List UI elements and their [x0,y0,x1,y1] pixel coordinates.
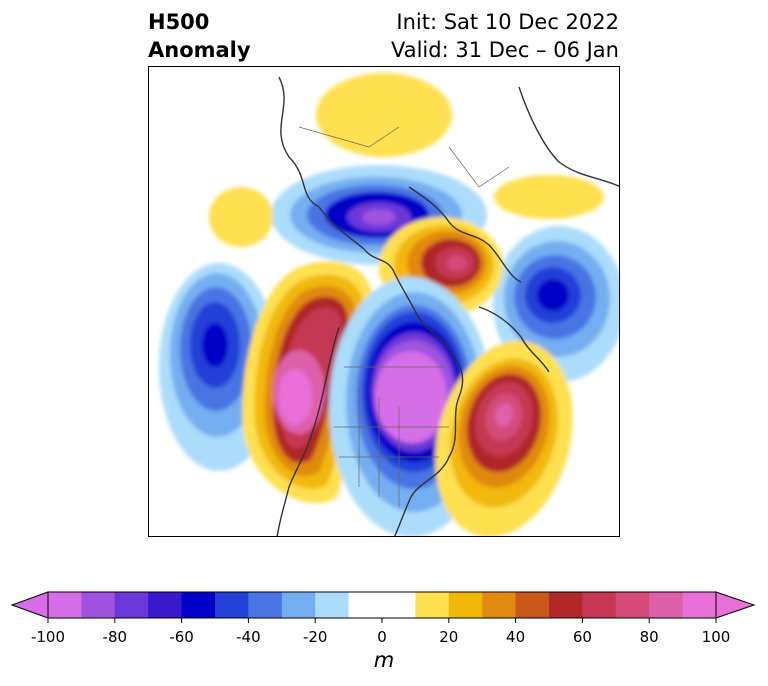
anomaly-low-north-pacific [159,263,279,471]
colorbar-segment [582,592,617,618]
colorbar-segment [315,592,350,618]
colorbar-segment [215,592,249,618]
valid-time: Valid: 31 Dec – 06 Jan [390,38,619,62]
colorbar-segment [114,592,149,618]
anomaly-high-west-coast [242,261,374,504]
anomaly-high-bering [209,187,273,247]
colorbar-segment [48,592,82,618]
colorbar-tick-label: 100 [701,628,731,646]
colorbar [10,591,756,623]
colorbar-segment [615,592,650,618]
colorbar-segment [248,592,283,618]
init-time: Init: Sat 10 Dec 2022 [396,10,619,34]
colorbar-tick-label: -100 [30,628,66,646]
colorbar-tick-label: -80 [102,628,128,646]
coastlines [276,76,619,536]
colorbar-tick-label: -20 [302,628,328,646]
colorbar-segment [81,592,116,618]
colorbar-segment [549,592,583,618]
colorbar-segment [448,592,483,618]
colorbar-segment [148,592,183,618]
colorbar-extend-max [715,591,756,619]
forecast-time-info: Init: Sat 10 Dec 2022 Valid: 31 Dec – 06… [391,8,619,64]
anomaly-high-siberia [316,73,452,157]
colorbar-segment [382,592,416,618]
anomaly-high-greenland [379,217,503,317]
colorbar-unit-label: m [373,648,395,672]
colorbar-extend-min [10,591,49,619]
colorbar-tick-label: 20 [439,628,459,646]
colorbar-segment [348,592,383,618]
colorbar-tick-label: -60 [169,628,194,646]
colorbar-tick-label: 0 [377,628,387,646]
colorbar-segment [281,592,316,618]
chart-title: H500 Anomaly [148,8,251,64]
colorbar-tick-label: 60 [572,628,592,646]
political-borders [298,126,510,507]
colorbar-segment [415,592,450,618]
colorbar-segment [181,592,216,618]
anomaly-map [148,66,620,537]
colorbar-segment [649,592,684,618]
colorbar-tick-label: 80 [639,628,659,646]
anomaly-high-scandinavia [494,175,604,219]
map-svg [159,73,619,536]
variable-name: H500 [148,10,210,34]
anomaly-high-atlantic [435,340,573,536]
colorbar-tick-label: 40 [506,628,526,646]
colorbar-tick-label: -40 [236,628,261,646]
colorbar-segment [482,592,517,618]
variable-type: Anomaly [148,38,251,62]
colorbar-segment [682,592,717,618]
colorbar-segment [515,592,550,618]
